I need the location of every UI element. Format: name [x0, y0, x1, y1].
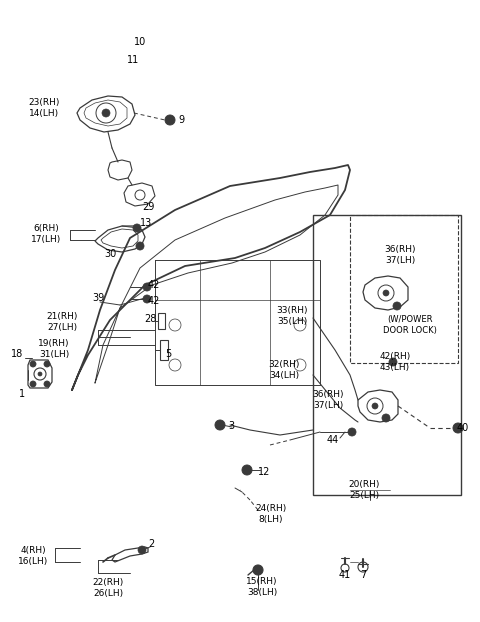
Text: 30: 30: [104, 249, 116, 259]
Text: 11: 11: [127, 55, 139, 65]
Text: 21(RH)
27(LH): 21(RH) 27(LH): [46, 312, 78, 332]
Circle shape: [138, 546, 146, 554]
Text: 36(RH)
37(LH): 36(RH) 37(LH): [384, 245, 416, 265]
Text: 42: 42: [148, 296, 160, 306]
Text: 12: 12: [258, 467, 270, 477]
Text: 1: 1: [19, 389, 25, 399]
Circle shape: [253, 565, 263, 575]
Circle shape: [348, 428, 356, 436]
Text: 42: 42: [148, 280, 160, 290]
Text: 40: 40: [457, 423, 469, 433]
Text: 18: 18: [11, 349, 23, 359]
Circle shape: [133, 224, 141, 232]
Circle shape: [38, 372, 42, 376]
Text: 33(RH)
35(LH): 33(RH) 35(LH): [276, 306, 308, 326]
Text: 39: 39: [92, 293, 104, 303]
Text: 41: 41: [339, 570, 351, 580]
Text: 19(RH)
31(LH): 19(RH) 31(LH): [38, 339, 70, 359]
Text: 3: 3: [228, 421, 234, 431]
Circle shape: [393, 302, 401, 310]
Text: 22(RH)
26(LH): 22(RH) 26(LH): [92, 578, 124, 598]
Text: 29: 29: [142, 202, 154, 212]
Circle shape: [30, 381, 36, 387]
Circle shape: [372, 403, 378, 409]
Bar: [313, 215, 461, 495]
Circle shape: [389, 358, 397, 366]
Text: 9: 9: [178, 115, 184, 125]
Text: 4(RH)
16(LH): 4(RH) 16(LH): [18, 546, 48, 565]
Bar: [158, 313, 165, 329]
Text: 36(RH)
37(LH): 36(RH) 37(LH): [312, 390, 344, 410]
Circle shape: [215, 420, 225, 430]
Text: 28: 28: [144, 314, 156, 324]
Bar: [350, 215, 458, 363]
Circle shape: [165, 115, 175, 125]
Circle shape: [30, 361, 36, 367]
Text: 42(RH)
43(LH): 42(RH) 43(LH): [379, 352, 410, 372]
Text: 32(RH)
34(LH): 32(RH) 34(LH): [268, 360, 300, 379]
Text: 23(RH)
14(LH): 23(RH) 14(LH): [28, 98, 60, 118]
Circle shape: [143, 295, 151, 303]
Circle shape: [136, 242, 144, 250]
Circle shape: [242, 465, 252, 475]
Text: 15(RH)
38(LH): 15(RH) 38(LH): [246, 577, 278, 596]
Circle shape: [44, 381, 50, 387]
Text: 20(RH)
25(LH): 20(RH) 25(LH): [348, 480, 380, 499]
Circle shape: [453, 423, 463, 433]
Text: (W/POWER
DOOR LOCK): (W/POWER DOOR LOCK): [383, 315, 437, 335]
Circle shape: [143, 283, 151, 291]
Text: 44: 44: [327, 435, 339, 445]
Circle shape: [382, 414, 390, 422]
Circle shape: [44, 361, 50, 367]
Circle shape: [102, 109, 110, 117]
Text: 6(RH)
17(LH): 6(RH) 17(LH): [31, 225, 61, 244]
Bar: [160, 340, 168, 360]
Circle shape: [383, 290, 389, 296]
Text: 13: 13: [140, 218, 152, 228]
Text: 7: 7: [360, 570, 366, 580]
Text: 24(RH)
8(LH): 24(RH) 8(LH): [255, 504, 287, 524]
Text: 10: 10: [134, 37, 146, 47]
Text: 5: 5: [165, 349, 171, 359]
Text: 2: 2: [148, 539, 154, 549]
